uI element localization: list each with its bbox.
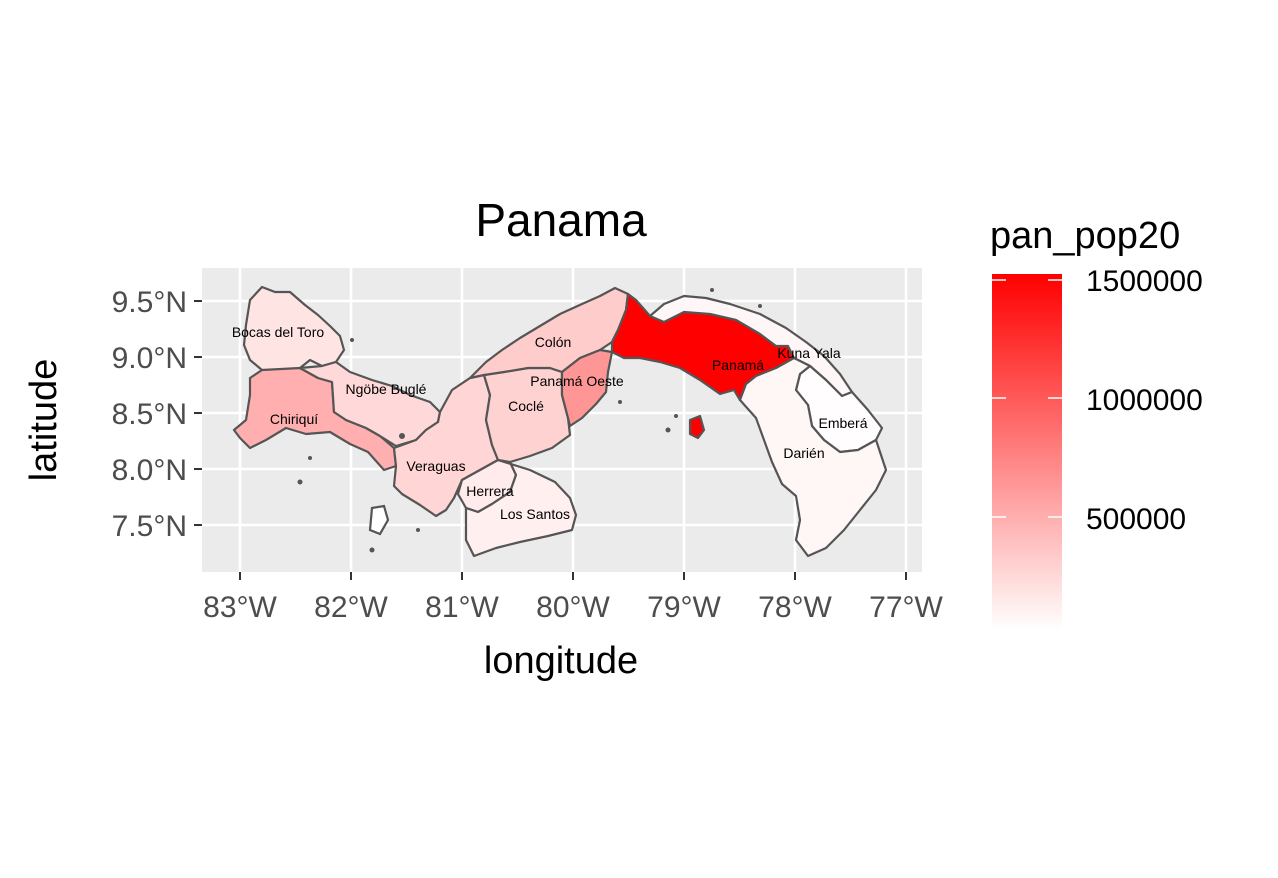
x-tick-label: 77°W — [869, 591, 943, 624]
x-tick-label: 81°W — [425, 591, 499, 624]
island-outlines — [297, 288, 762, 553]
x-tick-label: 83°W — [203, 591, 277, 624]
province-label: Colón — [535, 334, 572, 350]
province-label: Bocas del Toro — [232, 324, 325, 340]
x-tick-label: 82°W — [314, 591, 388, 624]
province-label: Kuna Yala — [777, 345, 841, 361]
x-axis-title: longitude — [484, 640, 638, 682]
x-tick-label: 78°W — [758, 591, 832, 624]
y-tick-label: 8.5°N — [112, 398, 187, 431]
legend-ticks — [992, 279, 1062, 518]
x-tick-label: 79°W — [647, 591, 721, 624]
province-shape-panama-islands[interactable] — [688, 414, 706, 440]
province-label: Veraguas — [406, 458, 465, 474]
y-axis-title: latitude — [23, 359, 65, 482]
x-axis: 83°W 82°W 81°W 80°W 79°W 78°W 77°W — [203, 572, 944, 624]
plot-title: Panama — [475, 194, 647, 246]
province-label: Emberá — [818, 415, 867, 431]
province-label: Darién — [783, 445, 824, 461]
province-label: Ngöbe Buglé — [346, 381, 427, 397]
y-tick-label: 9.5°N — [112, 286, 187, 319]
legend-label: 1000000 — [1086, 384, 1203, 417]
province-label: Panamá Oeste — [530, 373, 624, 389]
province-shape-los-santos[interactable] — [464, 458, 578, 558]
legend-label: 500000 — [1086, 503, 1186, 536]
y-tick-label: 9.0°N — [112, 342, 187, 375]
province-label: Panamá — [712, 357, 764, 373]
province-shape-darien[interactable] — [738, 356, 888, 558]
province-shape-panama-oeste[interactable] — [560, 348, 614, 428]
y-tick-label: 8.0°N — [112, 454, 187, 487]
x-tick-label: 80°W — [536, 591, 610, 624]
y-tick-label: 7.5°N — [112, 510, 187, 543]
y-axis: 9.5°N 9.0°N 8.5°N 8.0°N 7.5°N — [112, 286, 202, 543]
legend-title: pan_pop20 — [990, 215, 1180, 257]
province-label: Los Santos — [500, 506, 570, 522]
province-label: Coclé — [508, 398, 544, 414]
legend-colorbar — [992, 274, 1062, 630]
province-label: Herrera — [466, 483, 514, 499]
legend: pan_pop20 1500000 1000000 500000 — [990, 215, 1203, 630]
province-shapes — [232, 285, 888, 558]
province-label: Chiriquí — [270, 411, 318, 427]
legend-label: 1500000 — [1086, 265, 1203, 298]
province-labels: Bocas del Toro Chiriquí Ngöbe Buglé Vera… — [232, 324, 868, 522]
